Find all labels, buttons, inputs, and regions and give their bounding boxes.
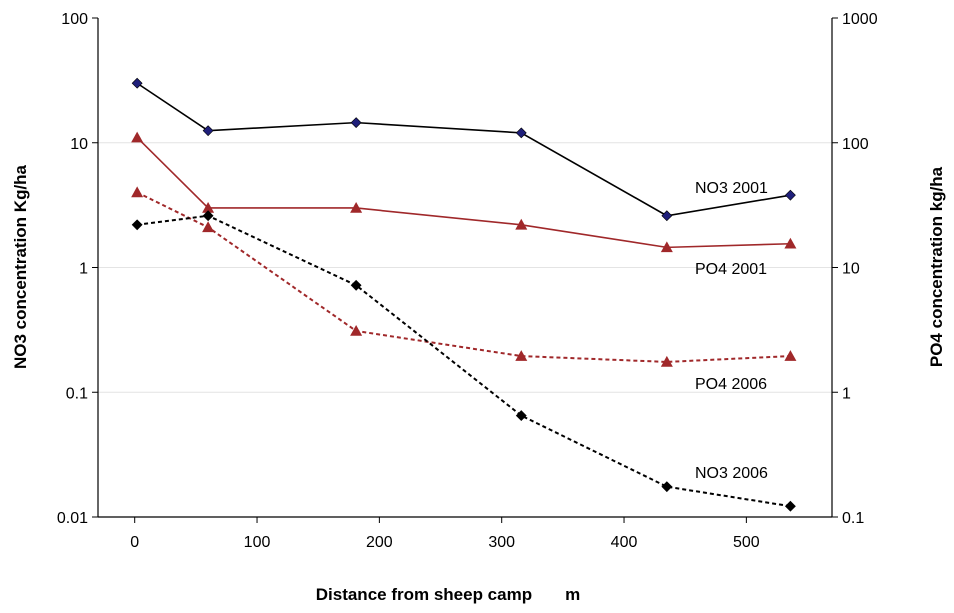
data-point — [131, 131, 144, 143]
series-label-no3-2001: NO3 2001 — [695, 180, 768, 197]
left-axis-ticks: 0.01 0.1 1 10 100 — [57, 11, 98, 527]
data-point — [350, 117, 362, 129]
data-point — [660, 241, 673, 253]
series-no3-2006 — [131, 210, 796, 512]
right-tick-label: 10 — [842, 261, 860, 278]
data-point — [784, 500, 796, 512]
right-tick-label: 1 — [842, 385, 851, 402]
series-line-no3-2006 — [137, 214, 791, 508]
data-point — [515, 218, 528, 230]
series-labels: NO3 2001 PO4 2001 PO4 2006 NO3 2006 — [695, 180, 768, 482]
data-point — [131, 186, 144, 198]
left-tick-label: 100 — [61, 11, 88, 28]
data-point — [515, 410, 527, 422]
data-point — [661, 210, 673, 222]
data-point — [660, 355, 673, 367]
data-point — [784, 189, 796, 201]
left-tick-label: 0.01 — [57, 510, 88, 527]
x-tick-label: 0 — [130, 534, 139, 551]
left-tick-label: 0.1 — [66, 385, 88, 402]
data-point — [202, 201, 215, 213]
data-point — [784, 237, 797, 249]
x-axis-ticks: 0 100 200 300 400 500 — [130, 517, 760, 551]
series-po4-2006 — [131, 186, 797, 367]
series-line-no3-2001 — [136, 82, 791, 217]
series-line-po4-2006 — [136, 191, 791, 363]
left-tick-label: 1 — [79, 261, 88, 278]
x-axis-title: Distance from sheep camp m — [316, 585, 581, 604]
data-point — [350, 201, 363, 213]
right-tick-label: 100 — [842, 136, 869, 153]
series-no3-2001 — [131, 77, 796, 222]
x-tick-label: 500 — [733, 534, 760, 551]
data-point — [784, 350, 797, 361]
x-tick-label: 300 — [488, 534, 515, 551]
y-axis-left-title: NO3 concentration Kg/ha — [11, 164, 30, 369]
series-po4-2001 — [131, 131, 797, 253]
series-label-po4-2001: PO4 2001 — [695, 261, 767, 278]
x-tick-label: 100 — [244, 534, 271, 551]
series-line-po4-2001 — [136, 137, 791, 249]
series-label-no3-2006: NO3 2006 — [695, 465, 768, 482]
right-tick-label: 0.1 — [842, 510, 864, 527]
data-point — [202, 210, 214, 222]
y-axis-right-title: PO4 concentration kg/ha — [927, 166, 946, 367]
x-tick-label: 400 — [611, 534, 638, 551]
data-point — [202, 221, 215, 233]
data-point — [350, 279, 362, 291]
data-point — [131, 219, 143, 231]
data-point — [515, 127, 527, 139]
right-axis-ticks: 0.1 1 10 100 1000 — [832, 11, 878, 527]
data-point — [131, 77, 143, 89]
x-tick-label: 200 — [366, 534, 393, 551]
data-point — [661, 481, 673, 493]
series-label-po4-2006: PO4 2006 — [695, 376, 767, 393]
data-point — [350, 324, 363, 336]
data-point — [202, 125, 214, 137]
right-tick-label: 1000 — [842, 11, 878, 28]
series-group — [131, 77, 797, 512]
gridlines — [98, 142, 832, 393]
data-point — [515, 350, 528, 361]
left-tick-label: 10 — [70, 136, 88, 153]
